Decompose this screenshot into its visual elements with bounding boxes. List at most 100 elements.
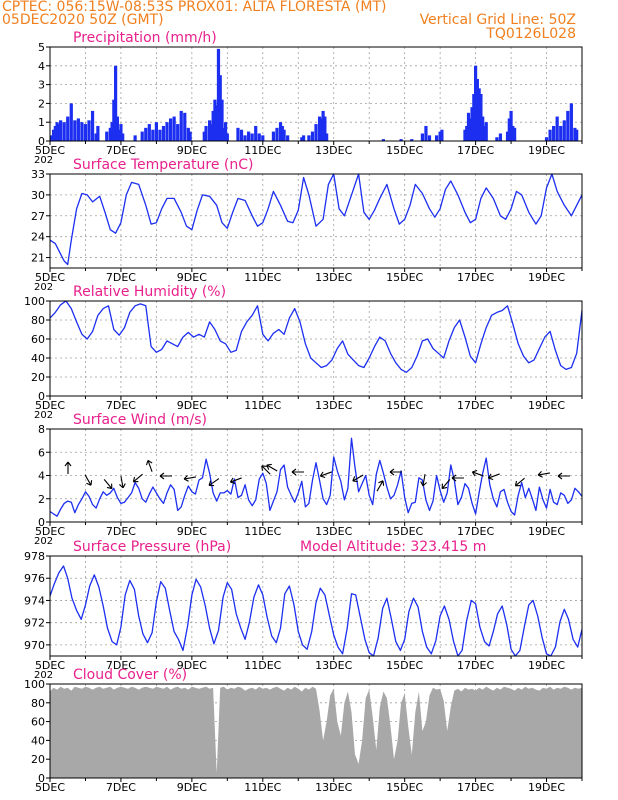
x-tick-label: 13DEC — [315, 525, 352, 538]
precip-bar — [69, 103, 73, 141]
precip-bar — [220, 99, 224, 141]
panel-title: Precipitation (mm/h) — [73, 30, 217, 46]
precip-bar — [140, 131, 144, 141]
y-tick-label: 60 — [31, 333, 45, 346]
precip-bar — [239, 129, 244, 141]
precip-bar — [559, 125, 563, 141]
precip-bar — [481, 116, 485, 141]
precip-bar — [87, 120, 91, 141]
wind-arrow — [84, 474, 93, 486]
x-tick-label: 5DEC — [35, 144, 65, 157]
panel-title: Surface Pressure (hPa) — [73, 539, 231, 555]
precip-bar — [507, 118, 511, 141]
precip-bar — [57, 124, 61, 141]
precip-bar — [76, 118, 80, 141]
x-tick-label: 13DEC — [315, 399, 352, 412]
precip-bar — [300, 137, 304, 141]
precip-bar — [223, 122, 228, 141]
precip-bar — [188, 131, 192, 141]
x-tick-label: 11DEC — [244, 271, 281, 284]
precip-bar — [466, 112, 471, 141]
precip-bar — [575, 129, 579, 141]
precip-bar — [83, 124, 88, 141]
x-tick-label: 5DEC — [35, 399, 65, 412]
wind-arrow — [183, 475, 197, 482]
precip-bar — [314, 124, 318, 141]
x-tick-label: 9DEC — [177, 659, 207, 672]
precip-bar — [96, 125, 100, 141]
panel-frame — [49, 46, 583, 142]
y-tick-label: 974 — [24, 594, 45, 607]
x-tick-label: 17DEC — [457, 271, 494, 284]
wind-arrow — [537, 471, 551, 478]
precip-bar — [509, 110, 513, 141]
x-tick-label: 5DEC — [35, 271, 65, 284]
x-tick-label: 13DEC — [315, 781, 352, 794]
x-tick-label: 17DEC — [457, 399, 494, 412]
x-year-label: 202 — [34, 155, 53, 166]
x-year-label: 202 — [34, 282, 53, 293]
precip-bar — [482, 125, 487, 141]
precip-bar — [477, 88, 481, 141]
wind-arrow — [159, 472, 172, 480]
x-tick-label: 13DEC — [315, 659, 352, 672]
y-tick-label: 100 — [24, 295, 45, 308]
y-tick-label: 21 — [31, 252, 45, 265]
precip-bar — [562, 120, 566, 141]
x-tick-label: 9DEC — [177, 271, 207, 284]
precip-bar — [119, 124, 123, 141]
x-tick-label: 11DEC — [244, 659, 281, 672]
panel-frame — [49, 555, 583, 657]
x-tick-label: 9DEC — [177, 144, 207, 157]
wind-arrow — [389, 468, 402, 476]
precip-bar — [176, 124, 180, 141]
y-tick-label: 80 — [31, 314, 45, 327]
precip-bar — [208, 120, 212, 141]
precip-bar — [161, 125, 166, 141]
precip-bar — [511, 125, 515, 141]
precip-bar — [573, 127, 577, 141]
y-tick-label: 1 — [38, 116, 45, 129]
precip-bar — [513, 127, 517, 141]
precip-bar — [307, 135, 311, 141]
precip-bar — [472, 94, 476, 141]
x-tick-label: 19DEC — [528, 399, 565, 412]
precip-bar — [202, 131, 206, 141]
precip-bar — [59, 120, 63, 141]
x-tick-label: 17DEC — [457, 781, 494, 794]
precip-bar — [301, 135, 306, 141]
precip-bar — [247, 131, 251, 141]
precip-bar — [254, 125, 258, 141]
precip-bar — [158, 129, 162, 141]
x-year-label: 202 — [34, 670, 53, 681]
x-tick-label: 9DEC — [177, 399, 207, 412]
precip-bar — [218, 75, 222, 141]
precip-bar — [484, 122, 488, 141]
y-tick-label: 20 — [31, 371, 45, 384]
wind-arrow — [376, 480, 385, 492]
y-tick-label: 24 — [31, 231, 45, 244]
precip-bar — [55, 122, 59, 141]
wind-arrow — [291, 468, 304, 476]
precip-bar — [114, 65, 118, 141]
header-station: CPTEC: 056:15W-08:53S PROX01: ALTA FLORE… — [2, 0, 387, 15]
precip-bar — [168, 118, 173, 141]
wind-arrow — [261, 465, 271, 475]
precip-bar — [51, 129, 56, 141]
precip-bar — [569, 103, 573, 141]
precip-bar — [80, 122, 84, 141]
x-year-label: 202 — [34, 536, 53, 547]
precip-bar — [555, 116, 559, 141]
precip-bar — [243, 135, 247, 141]
y-tick-label: 80 — [31, 697, 45, 710]
precip-bar — [225, 133, 229, 141]
precip-bar — [552, 125, 556, 141]
precip-bar — [165, 122, 169, 141]
precip-bar — [117, 129, 121, 141]
precip-bar — [474, 65, 478, 141]
series-line — [49, 437, 583, 517]
precip-bar — [505, 131, 510, 141]
precip-bar — [475, 78, 479, 141]
precip-bar — [323, 116, 327, 141]
y-tick-label: 978 — [24, 550, 45, 563]
